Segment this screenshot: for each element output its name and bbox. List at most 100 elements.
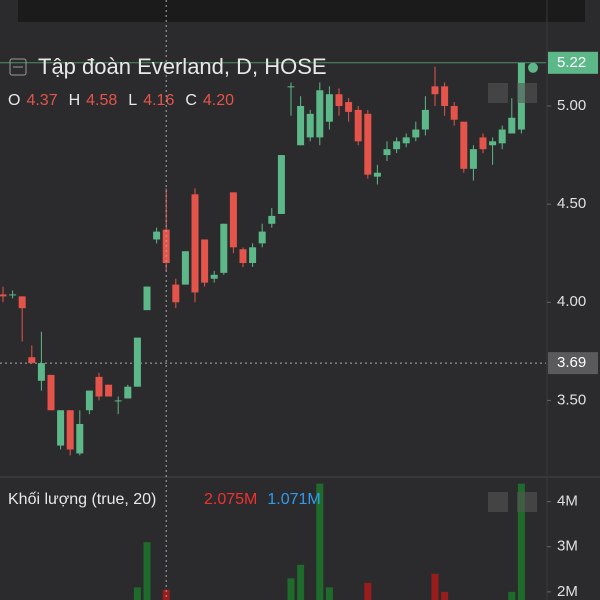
candle-body	[181, 251, 189, 285]
ohlc-value: 4.16	[143, 92, 174, 109]
volume-y-tick-label: 3M	[557, 538, 578, 555]
volume-bar	[517, 483, 525, 600]
candle-body	[364, 113, 372, 175]
candle-body	[57, 410, 65, 446]
candle-body	[441, 86, 449, 106]
y-tick-label: 5.00	[557, 97, 586, 114]
candle-body	[287, 86, 295, 88]
crosshair-price-label: 3.69	[557, 354, 586, 371]
candle-body	[0, 294, 7, 297]
candle-body	[9, 294, 17, 296]
candle-body	[47, 374, 55, 411]
volume-plot	[133, 483, 525, 600]
candle-body	[431, 86, 439, 95]
candle-body	[28, 357, 36, 364]
candle-body	[421, 109, 429, 130]
volume-bar	[133, 587, 141, 600]
candle-body	[373, 172, 381, 177]
volume-bar	[143, 542, 151, 600]
candle-body	[412, 129, 420, 138]
resize-button[interactable]	[517, 83, 537, 103]
candle-body	[345, 102, 353, 112]
candle-body	[85, 390, 93, 411]
overlay: Tập đoàn Everland, D, HOSE Khối lượng (t…	[8, 51, 598, 600]
ohlc-name: C	[185, 92, 197, 109]
move-up-button[interactable]	[488, 492, 508, 512]
volume-readout: 2.075M	[204, 491, 257, 508]
volume-bar	[287, 578, 295, 600]
candle-body	[450, 105, 458, 120]
ohlc-name: O	[8, 92, 20, 109]
candle-body	[201, 239, 209, 283]
crosshair-price-box	[548, 352, 598, 375]
candle-body	[124, 386, 132, 399]
candle-body	[239, 249, 247, 264]
volume-bar	[508, 591, 516, 600]
candle-body	[105, 384, 113, 397]
candle-body	[172, 284, 180, 303]
y-tick-label: 3.50	[557, 391, 586, 408]
candle-body	[316, 90, 324, 138]
candle-body	[37, 363, 45, 381]
ohlc-value: 4.20	[203, 92, 234, 109]
volume-bar	[325, 587, 333, 600]
ohlc-value: 4.37	[26, 92, 57, 109]
volume-bar	[441, 591, 449, 600]
candle-body	[498, 129, 506, 144]
candle-body	[229, 192, 237, 248]
last-price-label: 5.22	[557, 54, 586, 71]
chart-title: Tập đoàn Everland, D, HOSE	[38, 54, 327, 79]
candle-body	[508, 117, 516, 134]
candle-body	[402, 137, 410, 144]
volume-y-tick-label: 4M	[557, 493, 578, 510]
candle-body	[268, 215, 276, 224]
candle-body	[469, 149, 477, 169]
ohlc-value: 4.58	[86, 92, 117, 109]
candle-body	[306, 113, 314, 138]
candle-body	[335, 94, 343, 106]
last-price-box	[548, 51, 598, 74]
resize-button[interactable]	[517, 492, 537, 512]
candle-body	[383, 149, 391, 156]
volume-bar	[316, 483, 324, 600]
candle-body	[277, 155, 285, 214]
price-plot	[0, 62, 546, 456]
candle-body	[143, 286, 151, 311]
candle-body	[489, 141, 497, 146]
candle-body	[76, 423, 84, 454]
volume-title: Khối lượng (true, 20)	[8, 491, 156, 508]
candle-body	[153, 231, 161, 240]
candle-body	[393, 141, 401, 150]
volume-bar	[297, 564, 305, 600]
candle-body	[479, 137, 487, 150]
volume-bar	[431, 573, 439, 600]
volume-readout: 1.071M	[267, 491, 320, 508]
candle-body	[191, 194, 199, 293]
last-price-dot	[528, 62, 538, 73]
candle-body	[18, 296, 26, 309]
candle-body	[133, 337, 141, 387]
volume-y-tick-label: 2M	[557, 583, 578, 600]
ohlc-name: L	[128, 92, 137, 109]
collapse-icon[interactable]	[9, 58, 27, 76]
candle-body	[95, 376, 103, 397]
candle-body	[249, 247, 257, 264]
candle-body	[114, 400, 122, 402]
y-tick-label: 4.50	[557, 195, 586, 212]
candle-body	[325, 94, 333, 122]
status-bar	[18, 0, 585, 22]
volume-bar	[364, 582, 372, 600]
volume-bar	[162, 589, 170, 600]
candle-body	[354, 109, 362, 142]
candle-body	[258, 231, 266, 244]
candle-body	[220, 223, 228, 273]
move-down-button[interactable]	[488, 83, 508, 103]
ohlc-name: H	[69, 92, 81, 109]
candle-body	[297, 105, 305, 146]
candle-body	[210, 274, 218, 279]
y-tick-label: 4.00	[557, 293, 586, 310]
candle-body	[66, 410, 74, 450]
candle-body	[460, 121, 468, 169]
